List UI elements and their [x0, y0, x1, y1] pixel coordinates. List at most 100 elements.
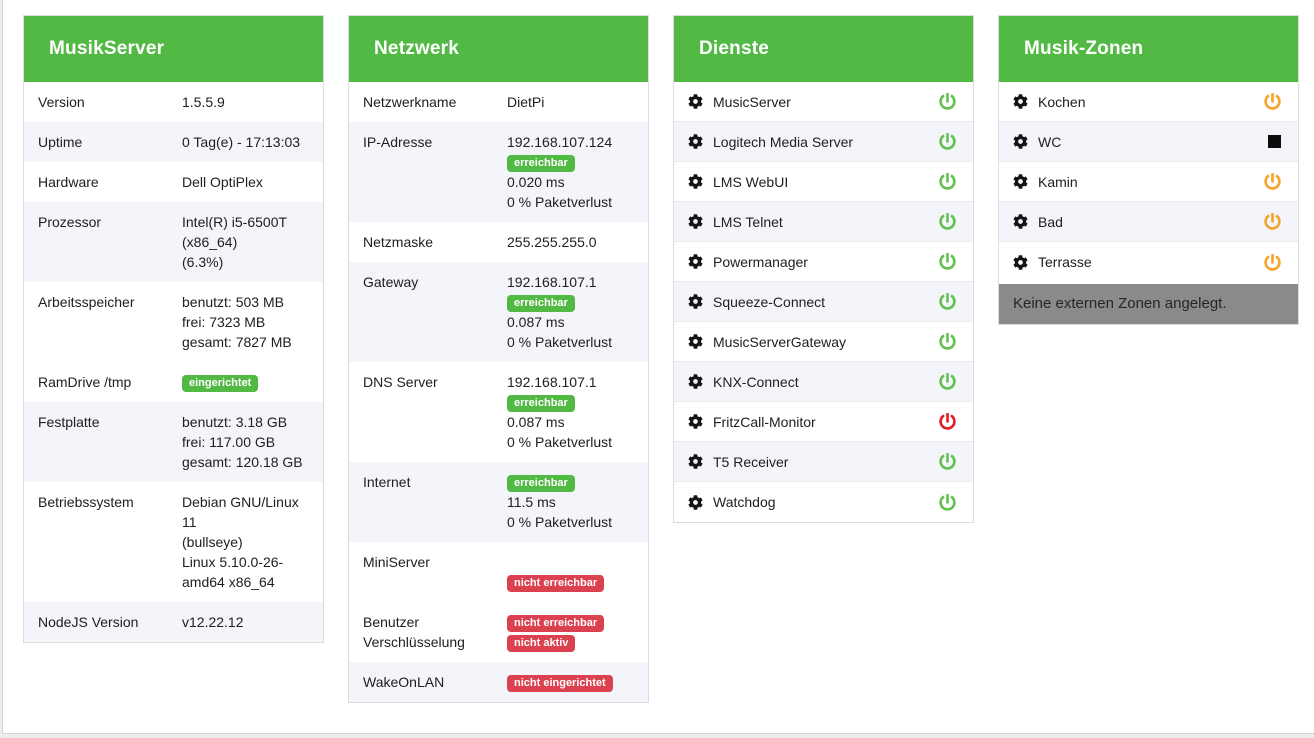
row-value-line: 1.5.5.9: [182, 94, 225, 110]
power-icon[interactable]: [939, 173, 956, 190]
power-icon[interactable]: [939, 293, 956, 310]
table-row: IP-Adresse 192.168.107.124 erreichbar 0.020…: [349, 122, 648, 222]
row-value-line: 192.168.107.1: [507, 274, 597, 290]
row-value: 192.168.107.1 erreichbar 0.087 ms 0 % Paket…: [507, 272, 634, 352]
row-label: DNS Server: [363, 372, 507, 452]
row-value: 192.168.107.124 erreichbar 0.020 ms 0 % Pak…: [507, 132, 634, 212]
power-icon[interactable]: [939, 253, 956, 270]
row-value-line: Intel(R) i5-6500T: [182, 214, 288, 230]
gear-icon[interactable]: [1013, 214, 1028, 229]
gear-icon[interactable]: [688, 254, 703, 269]
row-value: 192.168.107.1 erreichbar 0.087 ms 0 % Paket…: [507, 372, 634, 452]
service-row: MusicServerGateway: [674, 322, 973, 362]
row-value-line: erreichbar: [507, 392, 634, 412]
row-label: Arbeitsspeicher: [38, 292, 182, 352]
service-row-label: Watchdog: [713, 494, 776, 510]
row-label-line: Hardware: [38, 174, 99, 190]
table-row: WakeOnLAN nicht eingerichtet: [349, 662, 648, 702]
row-label: Prozessor: [38, 212, 182, 272]
power-icon[interactable]: [1264, 173, 1281, 190]
status-badge: nicht aktiv: [507, 634, 576, 652]
row-value-line: 0.020 ms: [507, 174, 565, 190]
external-zones-empty-note: Keine externen Zonen angelegt.: [999, 282, 1298, 324]
row-label-line: Prozessor: [38, 214, 102, 230]
table-row: MiniServer nicht erreichbar: [349, 542, 648, 602]
power-icon[interactable]: [939, 493, 956, 511]
power-icon[interactable]: [939, 333, 956, 350]
row-value-line: benutzt: 503 MB: [182, 294, 284, 310]
row-value-line: (bullseye): [182, 534, 243, 550]
service-row-label: FritzCall-Monitor: [713, 413, 816, 430]
gear-icon[interactable]: [688, 214, 703, 229]
gear-icon[interactable]: [688, 94, 703, 109]
row-value-line: nicht erreichbar: [507, 612, 634, 632]
power-icon[interactable]: [939, 133, 956, 150]
row-label: RamDrive /tmp: [38, 372, 182, 392]
row-value: 255.255.255.0: [507, 232, 634, 252]
row-value-line: 255.255.255.0: [507, 234, 597, 250]
gear-icon[interactable]: [688, 294, 703, 309]
row-label: WakeOnLAN: [363, 672, 507, 692]
netzwerk-table: Netzwerkname DietPi IP-Adresse 192.168.107.…: [349, 82, 648, 702]
power-icon[interactable]: [939, 373, 956, 390]
gear-icon[interactable]: [1013, 94, 1028, 109]
panel-musik-zonen-header: Musik-Zonen: [999, 16, 1298, 82]
panel-container: MusikServer Version 1.5.5.9 Uptime 0 Tag(e)…: [3, 0, 1314, 703]
power-icon[interactable]: [1264, 253, 1281, 271]
row-value: eingerichtet: [182, 372, 309, 392]
gear-icon[interactable]: [688, 334, 703, 349]
gear-icon[interactable]: [1013, 254, 1028, 270]
row-value-line: benutzt: 3.18 GB: [182, 414, 288, 430]
gear-icon[interactable]: [1013, 174, 1028, 189]
row-value-line: frei: 117.00 GB: [182, 434, 276, 450]
service-row: Watchdog: [674, 482, 973, 522]
power-icon[interactable]: [1264, 93, 1281, 110]
power-icon[interactable]: [1264, 213, 1281, 230]
gear-icon[interactable]: [688, 454, 703, 469]
table-row: Festplatte benutzt: 3.18 GB frei: 117.00 G…: [24, 402, 323, 482]
row-label-line: Arbeitsspeicher: [38, 294, 135, 310]
row-value-line: 0 Tag(e) - 17:13:03: [182, 134, 301, 150]
row-value-line: DietPi: [507, 94, 545, 110]
service-row: T5 Receiver: [674, 442, 973, 482]
row-value: Intel(R) i5-6500T (x86_64) (6.3%): [182, 212, 309, 272]
power-icon[interactable]: [939, 93, 956, 110]
row-value-line: 0 % Paketverlust: [507, 334, 613, 350]
row-value: v12.22.12: [182, 612, 309, 632]
zonen-list: Kochen WC Kamin Bad Terrasse: [999, 82, 1298, 282]
row-value-line: 11.5 ms: [507, 494, 556, 510]
status-badge: eingerichtet: [182, 374, 259, 392]
row-value-line: gesamt: 120.18 GB: [182, 454, 303, 470]
row-value: DietPi: [507, 92, 634, 112]
service-row-label: LMS WebUI: [713, 173, 789, 190]
service-row: KNX-Connect: [674, 362, 973, 402]
gear-icon[interactable]: [688, 134, 703, 149]
power-icon[interactable]: [939, 453, 956, 470]
gear-icon[interactable]: [688, 174, 703, 189]
stop-icon[interactable]: [1268, 135, 1281, 148]
row-value: 0 Tag(e) - 17:13:03: [182, 132, 309, 152]
table-row: Hardware Dell OptiPlex: [24, 162, 323, 202]
row-value-line: erreichbar: [507, 292, 634, 312]
row-value-line: 0 % Paketverlust: [507, 434, 613, 450]
row-value-line: Dell OptiPlex: [182, 174, 263, 190]
gear-icon[interactable]: [1013, 134, 1028, 149]
status-badge: erreichbar: [507, 394, 575, 412]
row-value-line: v12.22.12: [182, 614, 244, 630]
panel-dienste-title: Dienste: [699, 38, 770, 59]
table-row: RamDrive /tmp eingerichtet: [24, 362, 323, 402]
row-label-line: NodeJS Version: [38, 614, 139, 630]
table-row: Betriebssystem Debian GNU/Linux 11 (bullse…: [24, 482, 323, 602]
row-label-line: Festplatte: [38, 414, 100, 430]
zone-row-label: Bad: [1038, 213, 1063, 230]
zone-row: Kamin: [999, 162, 1298, 202]
gear-icon[interactable]: [688, 494, 703, 510]
row-label-line: WakeOnLAN: [363, 674, 445, 690]
row-value-line: erreichbar: [507, 152, 634, 172]
gear-icon[interactable]: [688, 414, 703, 429]
gear-icon[interactable]: [688, 374, 703, 389]
power-icon[interactable]: [939, 413, 956, 430]
power-icon[interactable]: [939, 213, 956, 230]
panel-musikserver: MusikServer Version 1.5.5.9 Uptime 0 Tag(e)…: [23, 15, 324, 643]
table-row: Gateway 192.168.107.1 erreichbar 0.087 ms 0 …: [349, 262, 648, 362]
